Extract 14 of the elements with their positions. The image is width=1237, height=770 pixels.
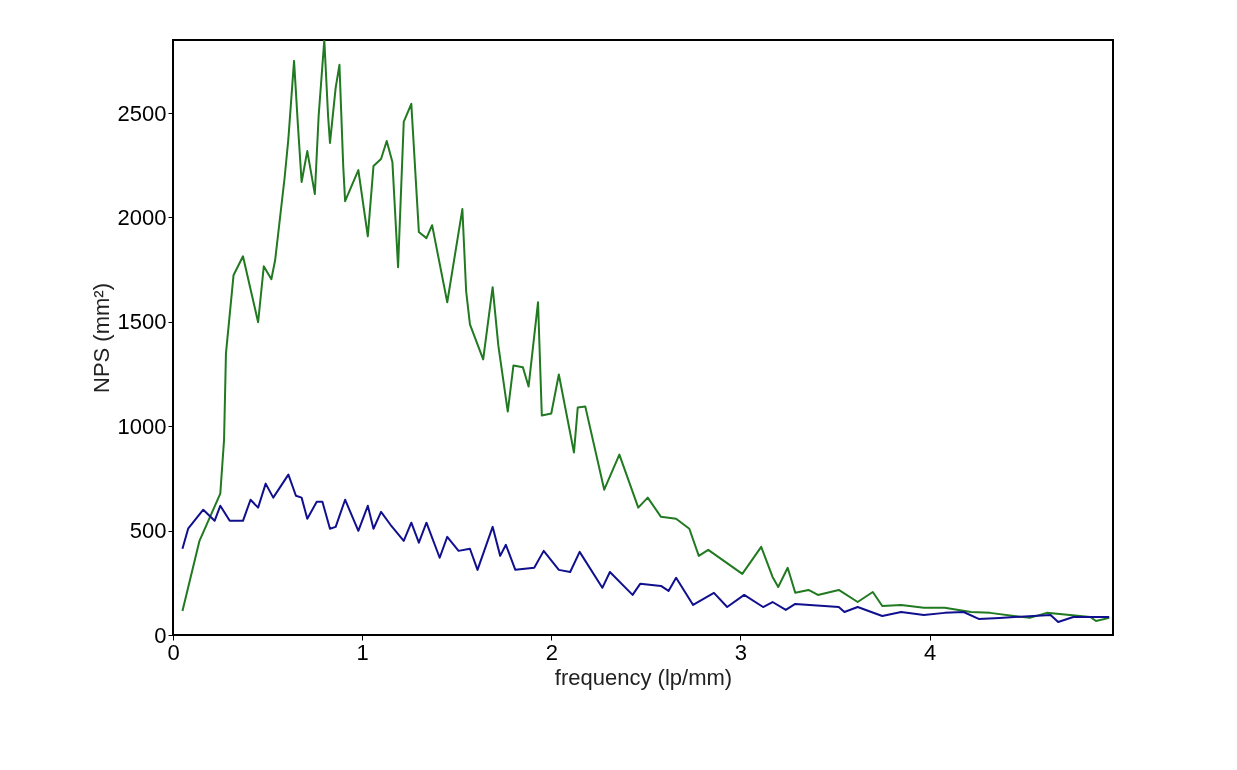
y-tick-label: 0 (154, 622, 167, 648)
y-axis-title: NPS (mm²) (88, 283, 114, 393)
y-tick-label: 1500 (117, 309, 167, 335)
y-tick-label: 500 (129, 518, 167, 544)
y-tick-label: 1000 (117, 413, 167, 439)
line-series (181, 40, 1111, 623)
y-tick-label: 2000 (117, 204, 167, 230)
x-tick-label: 4 (923, 639, 937, 665)
x-axis-title: frequency (lp/mm) (554, 664, 733, 690)
x-tick-label: 3 (734, 639, 748, 665)
x-tick-label: 1 (356, 639, 369, 665)
x-tick-label: 2 (545, 639, 558, 665)
line-series (181, 473, 1111, 624)
y-tick-label: 2500 (117, 100, 167, 126)
